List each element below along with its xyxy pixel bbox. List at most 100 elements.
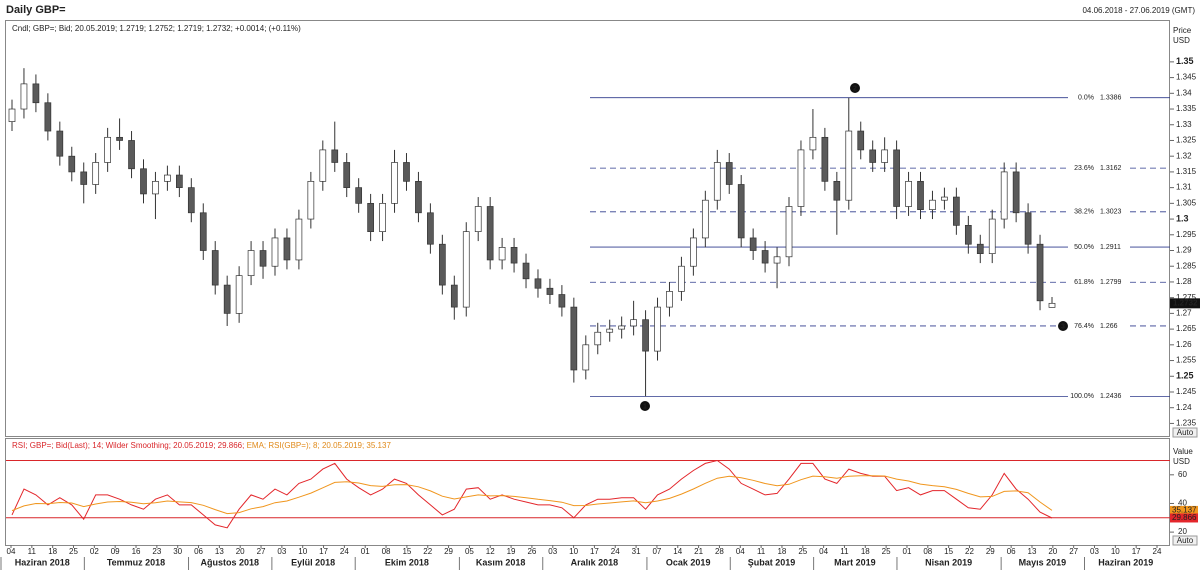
auto-button-label[interactable]: Auto	[1177, 536, 1194, 545]
y-tick-label: 1.34	[1176, 88, 1192, 97]
x-tick-label: 17	[590, 547, 599, 556]
x-tick-label: 24	[611, 547, 620, 556]
last-value-box	[1170, 513, 1198, 523]
ema-legend-text: EMA; RSI(GBP=); 8; 20.05.2019; 35.137	[247, 441, 392, 450]
fib-label-bg	[1068, 392, 1130, 401]
fib-percent: 38.2%	[1074, 209, 1094, 216]
candle-body	[152, 180, 159, 195]
candle-body	[510, 247, 518, 264]
candle-body	[391, 162, 398, 204]
fib-value: 1.2436	[1100, 393, 1122, 400]
x-tick-label: 03	[548, 547, 557, 556]
price-axis-label: Price	[1173, 26, 1192, 35]
y-tick-label: 1.27	[1176, 308, 1192, 317]
candle-body	[92, 162, 100, 185]
rsi-axis-unit: USD	[1173, 457, 1190, 466]
x-tick-label: 25	[882, 547, 891, 556]
x-tick-label: 20	[1048, 547, 1057, 556]
candle-body	[164, 174, 171, 182]
y-tick-label: 1.29	[1176, 246, 1192, 255]
y-tick-label: 1.24	[1176, 403, 1192, 412]
candle-body	[438, 243, 446, 286]
x-tick-label: 24	[1153, 547, 1162, 556]
candle-body	[666, 291, 673, 308]
candle-body	[474, 206, 482, 232]
x-tick-label: 03	[1090, 547, 1099, 556]
candle-body	[1048, 302, 1056, 308]
x-tick-label: 22	[965, 547, 974, 556]
fib-label-bg	[1068, 207, 1130, 216]
candle-body	[845, 130, 853, 201]
auto-button-label[interactable]: Auto	[1177, 428, 1194, 437]
last-price: 1.2732	[1173, 298, 1198, 307]
fib-label-bg	[1068, 321, 1130, 330]
x-tick-label: 04	[819, 547, 828, 556]
candle-body	[582, 344, 590, 371]
candle-body	[797, 149, 805, 207]
month-label: Haziran 2019	[1098, 557, 1153, 567]
auto-button[interactable]	[1172, 427, 1198, 438]
auto-button[interactable]	[1172, 535, 1198, 546]
fib-label-bg	[1068, 243, 1130, 252]
y-tick-label: 1.31	[1176, 183, 1192, 192]
x-tick-label: 29	[986, 547, 995, 556]
candle-body	[701, 199, 709, 239]
y-tick-label: 1.295	[1176, 230, 1197, 239]
y-tick-label: 1.28	[1176, 277, 1192, 286]
fib-percent: 61.8%	[1074, 279, 1094, 286]
x-tick-label: 22	[423, 547, 432, 556]
candle-body	[259, 250, 267, 267]
rsi-axis-label: Value	[1173, 447, 1193, 456]
candle-body	[498, 247, 506, 261]
month-label: Temmuz 2018	[107, 557, 165, 567]
candle-body	[630, 319, 637, 327]
x-tick-label: 03	[277, 547, 286, 556]
x-tick-label: 17	[319, 547, 328, 556]
x-tick-label: 08	[923, 547, 932, 556]
candle-body	[976, 243, 984, 255]
last-value: 29.866	[1172, 513, 1197, 522]
month-label: Haziran 2018	[15, 557, 70, 567]
fib-label-bg	[1068, 93, 1130, 102]
candle-body	[211, 250, 219, 286]
price-legend: Cndl; GBP=; Bid; 20.05.2019; 1.2719; 1.2…	[12, 24, 301, 33]
x-tick-label: 02	[90, 547, 99, 556]
x-tick-label: 18	[777, 547, 786, 556]
candle-body	[128, 140, 135, 170]
candle-body	[522, 262, 530, 280]
candle-body	[809, 136, 817, 151]
x-tick-label: 18	[861, 547, 870, 556]
candle-body	[367, 202, 374, 232]
candle-body	[654, 306, 661, 352]
x-tick-label: 21	[694, 547, 703, 556]
rsi-legend-text: RSI; GBP=; Bid(Last); 14; Wilder Smoothi…	[12, 441, 244, 450]
x-tick-label: 24	[340, 547, 349, 556]
fib-value: 1.3162	[1100, 165, 1122, 172]
candle-body	[176, 174, 183, 188]
y-tick-label: 20	[1178, 527, 1187, 536]
x-tick-label: 27	[257, 547, 266, 556]
candle-body	[331, 149, 339, 163]
x-tick-label: 14	[673, 547, 682, 556]
candle-body	[415, 180, 422, 214]
x-tick-label: 26	[527, 547, 536, 556]
fib-value: 1.266	[1100, 323, 1118, 330]
month-label: Mart 2019	[834, 557, 876, 567]
candle-body	[917, 180, 924, 210]
candle-body	[319, 149, 327, 182]
x-tick-label: 10	[298, 547, 307, 556]
x-tick-label: 06	[194, 547, 203, 556]
y-tick-label: 1.325	[1176, 136, 1197, 145]
x-tick-label: 29	[444, 547, 453, 556]
month-label: Nisan 2019	[925, 557, 972, 567]
last-value: 35.137	[1172, 506, 1197, 515]
y-tick-label: 60	[1178, 470, 1187, 479]
y-tick-label: 1.335	[1176, 104, 1197, 113]
y-tick-label: 1.305	[1176, 198, 1197, 207]
x-tick-label: 25	[798, 547, 807, 556]
candle-body	[725, 162, 733, 185]
candle-body	[223, 284, 231, 314]
price-axis-unit: USD	[1173, 36, 1190, 45]
y-tick-label: 1.235	[1176, 419, 1197, 428]
x-tick-label: 23	[152, 547, 161, 556]
